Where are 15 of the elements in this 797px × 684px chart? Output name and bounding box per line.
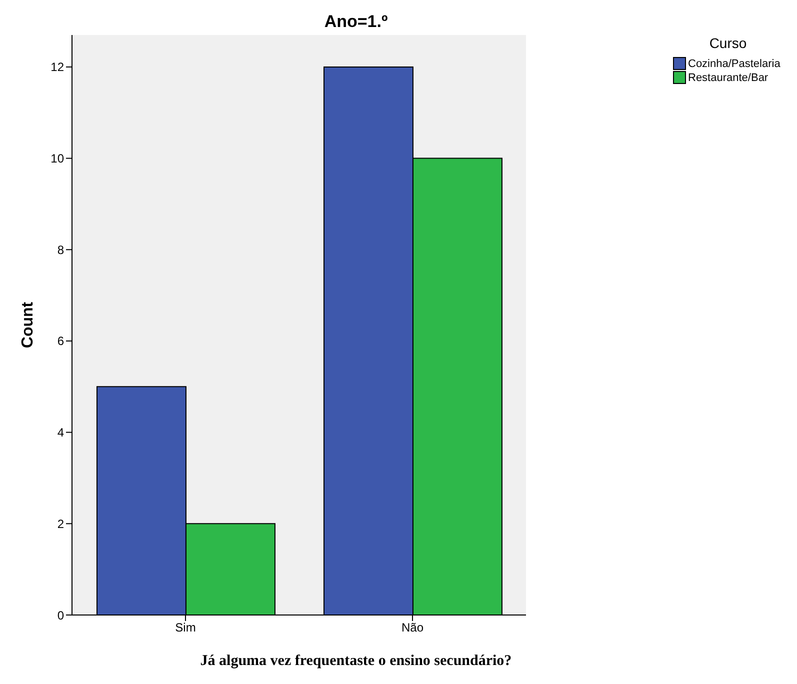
x-tick-label: Sim [175,620,196,635]
y-tick-label: 6 [57,334,64,348]
x-tick-label: Não [401,620,424,635]
legend-label: Cozinha/Pastelaria [688,58,780,70]
legend-title: Curso [708,35,748,51]
y-tick-label: 4 [57,426,64,440]
chart-title: Ano=1.º [323,11,389,33]
y-axis-title: Count [20,301,37,348]
y-tick-label: 2 [57,516,64,531]
y-tick-label: 10 [50,152,64,166]
legend-label: Restaurante/Bar [688,72,768,84]
y-tick-label: 8 [57,242,64,257]
x-axis-title: Já alguma vez frequentaste o ensino secundário? [199,653,513,670]
y-tick-label: 0 [57,608,64,622]
y-tick-label: 12 [50,60,64,74]
